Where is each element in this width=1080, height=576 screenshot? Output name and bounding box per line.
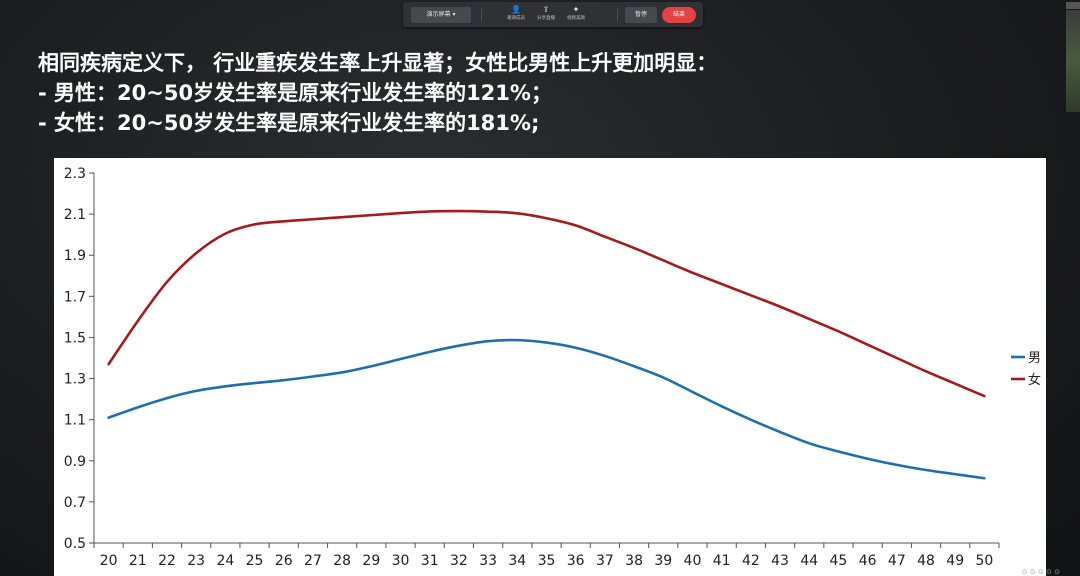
x-tick-label: 27 bbox=[304, 553, 322, 569]
x-tick-label: 28 bbox=[333, 553, 351, 569]
y-tick-label: 2.1 bbox=[64, 207, 86, 223]
x-tick-label: 34 bbox=[508, 553, 526, 569]
x-tick-label: 50 bbox=[975, 553, 993, 569]
x-tick-label: 22 bbox=[158, 553, 176, 569]
x-tick-label: 32 bbox=[450, 553, 468, 569]
series-line-female bbox=[107, 209, 986, 398]
person-plus-icon: 👤 bbox=[511, 5, 521, 14]
watermark: ⊙ ⊙ ⊙ ⊙ ⊙ bbox=[1021, 568, 1060, 576]
x-tick-label: 35 bbox=[538, 553, 556, 569]
x-tick-label: 31 bbox=[421, 553, 439, 569]
x-tick-label: 23 bbox=[187, 553, 205, 569]
x-tick-label: 25 bbox=[246, 553, 264, 569]
share-live-button[interactable]: ⇪ 分享直播 bbox=[529, 5, 563, 25]
participant-video-thumbnail[interactable] bbox=[1066, 10, 1080, 112]
line-chart: 0.5 0.7 0.9 1.1 1.3 1.5 1.7 1.9 2.1 2.3 20 21 22 23 24… bbox=[64, 166, 1041, 569]
x-tick-label: 49 bbox=[946, 553, 964, 569]
y-tick-label: 1.1 bbox=[64, 413, 86, 429]
y-tick-label: 1.9 bbox=[64, 248, 86, 264]
y-tick-label: 1.7 bbox=[64, 289, 86, 305]
end-button[interactable]: 结束 bbox=[662, 7, 696, 23]
x-tick-label: 30 bbox=[392, 553, 410, 569]
share-screen-button[interactable]: 演示屏幕 ▾ bbox=[411, 7, 471, 23]
chart-panel: 0.5 0.7 0.9 1.1 1.3 1.5 1.7 1.9 2.1 2.3 20 21 22 23 24… bbox=[54, 158, 1046, 576]
y-tick-label: 0.5 bbox=[64, 536, 86, 552]
legend-label: 女 bbox=[1028, 372, 1041, 388]
heading-line-female: - 女性：20~50岁发生率是原来行业发生率的181%; bbox=[38, 111, 540, 135]
series-line-male bbox=[107, 338, 986, 480]
x-tick-label: 47 bbox=[888, 553, 906, 569]
x-tick-label: 40 bbox=[684, 553, 702, 569]
x-tick-label: 29 bbox=[362, 553, 380, 569]
legend-label: 男 bbox=[1028, 351, 1041, 366]
heading-line-1: 相同疾病定义下， 行业重疾发生率上升显著；女性比男性上升更加明显： bbox=[38, 51, 718, 75]
share-icon: ⇪ bbox=[542, 5, 550, 14]
x-tick-label: 38 bbox=[625, 553, 643, 569]
sparkle-icon: ✦ bbox=[572, 5, 580, 14]
x-tick-label: 24 bbox=[216, 553, 234, 569]
x-tick-label: 20 bbox=[100, 553, 118, 569]
x-tick-label: 36 bbox=[567, 553, 585, 569]
invite-member-button[interactable]: 👤 邀请成员 bbox=[499, 5, 533, 25]
beauty-filter-label: 视频美颜 bbox=[567, 16, 585, 21]
x-tick-label: 43 bbox=[771, 553, 789, 569]
y-tick-label: 1.5 bbox=[64, 330, 86, 346]
y-tick-label: 1.3 bbox=[64, 372, 86, 388]
y-tick-label: 0.9 bbox=[64, 454, 86, 470]
x-tick-label: 33 bbox=[479, 553, 497, 569]
x-tick-label: 37 bbox=[596, 553, 614, 569]
participant-thumbnail-header bbox=[1066, 2, 1080, 9]
x-tick-label: 45 bbox=[830, 553, 848, 569]
heading-line-male: - 男性：20~50岁发生率是原来行业发生率的121%； bbox=[38, 81, 552, 105]
toolbar-divider bbox=[617, 8, 618, 21]
x-tick-label: 44 bbox=[800, 553, 818, 569]
y-tick-label: 0.7 bbox=[64, 495, 86, 511]
x-tick-label: 41 bbox=[713, 553, 731, 569]
invite-member-label: 邀请成员 bbox=[507, 16, 525, 21]
share-live-label: 分享直播 bbox=[537, 16, 555, 21]
toolbar-divider bbox=[481, 8, 482, 21]
x-tick-label: 21 bbox=[129, 553, 147, 569]
x-tick-label: 26 bbox=[275, 553, 293, 569]
x-tick-label: 42 bbox=[742, 553, 760, 569]
y-tick-label: 2.3 bbox=[64, 166, 86, 182]
beauty-filter-button[interactable]: ✦ 视频美颜 bbox=[559, 5, 593, 25]
x-tick-label: 39 bbox=[654, 553, 672, 569]
x-tick-label: 48 bbox=[917, 553, 935, 569]
x-tick-label: 46 bbox=[859, 553, 877, 569]
pause-button[interactable]: 暂停 bbox=[625, 7, 657, 23]
meeting-toolbar: 演示屏幕 ▾ 👤 邀请成员 ⇪ 分享直播 ✦ 视频美颜 暂停 结束 bbox=[403, 2, 703, 27]
